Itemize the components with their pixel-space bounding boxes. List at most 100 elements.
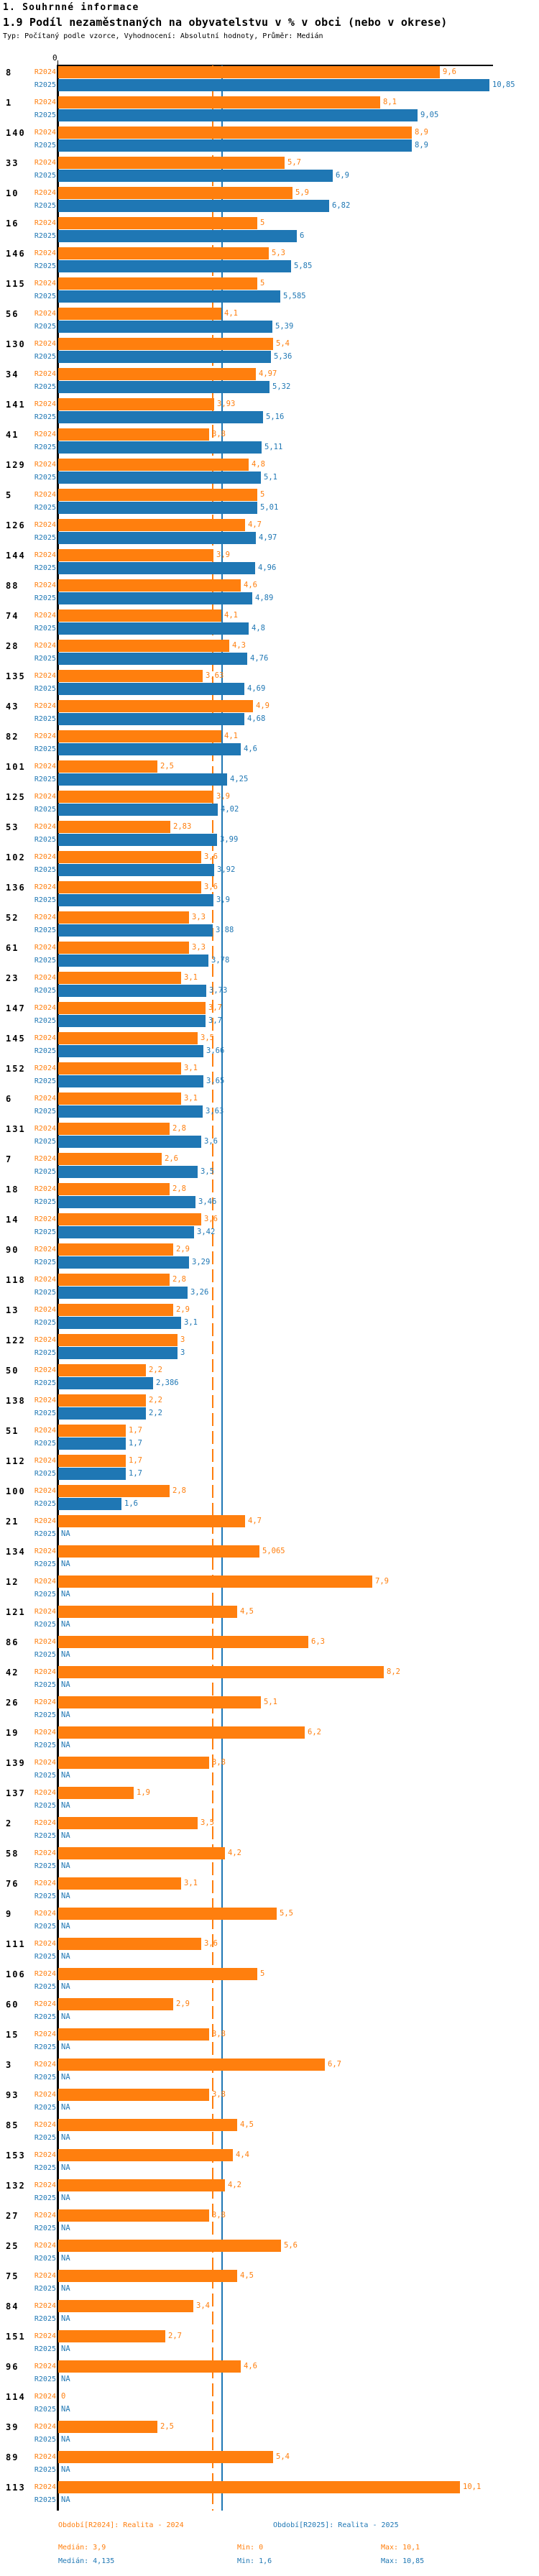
value-label-na: NA	[61, 1559, 70, 1568]
value-label: 3,7	[208, 1016, 222, 1025]
series-label-r2024: R2024	[34, 732, 56, 740]
bar-r2024	[58, 126, 412, 139]
category-label: 101	[6, 762, 26, 772]
category-label: 126	[6, 520, 26, 530]
series-label-r2024: R2024	[34, 2061, 56, 2069]
category-label: 141	[6, 400, 26, 410]
bar-r2024	[58, 1092, 181, 1105]
bar-r2025	[58, 471, 261, 484]
category-label: 106	[6, 1969, 26, 1979]
value-label: 2,2	[149, 1366, 162, 1374]
series-label-r2024: R2024	[34, 2332, 56, 2340]
bar-r2025	[58, 1437, 126, 1450]
bar-r2024	[58, 821, 170, 833]
category-label: 41	[6, 430, 19, 440]
value-label-na: NA	[61, 2314, 70, 2323]
series-label-r2024: R2024	[34, 2000, 56, 2008]
value-label: 2,2	[149, 1408, 162, 1417]
value-label: 2,5	[160, 762, 174, 770]
value-label: 3,8	[212, 430, 226, 438]
value-label: 3	[180, 1335, 185, 1344]
value-label: 4,3	[232, 641, 246, 650]
bar-r2024	[58, 1696, 261, 1708]
bar-r2024	[58, 911, 189, 924]
series-label-r2024: R2024	[34, 2393, 56, 2401]
value-label: 3,6	[204, 1939, 218, 1948]
series-label-r2025: R2025	[34, 2465, 56, 2474]
value-label: 5,1	[264, 1698, 277, 1706]
bar-r2025	[58, 1346, 178, 1359]
value-label-na: NA	[61, 2434, 70, 2444]
value-label: 3,3	[192, 943, 206, 952]
bar-r2024	[58, 1123, 170, 1135]
bar-r2024	[58, 2421, 157, 2433]
bar-r2024	[58, 1425, 126, 1437]
category-label: 26	[6, 1698, 19, 1708]
value-label: 5	[260, 1969, 265, 1978]
value-label: 4,8	[252, 460, 265, 469]
bar-r2025	[58, 833, 217, 846]
section-title: 1. Souhrnné informace	[3, 2, 139, 13]
bar-r2024	[58, 247, 269, 259]
category-label: 34	[6, 369, 19, 380]
series-label-r2024: R2024	[34, 1759, 56, 1767]
series-label-r2025: R2025	[34, 262, 56, 270]
value-label-na: NA	[61, 2133, 70, 2142]
value-label: 3,93	[217, 400, 236, 408]
series-label-r2025: R2025	[34, 2012, 56, 2021]
series-label-r2025: R2025	[34, 1016, 56, 1025]
series-label-r2024: R2024	[34, 1246, 56, 1254]
value-label: 3,29	[192, 1257, 211, 1266]
series-label-r2025: R2025	[34, 1892, 56, 1900]
series-label-r2024: R2024	[34, 853, 56, 861]
value-label: 5,585	[283, 291, 306, 300]
series-label-r2025: R2025	[34, 835, 56, 844]
value-label: 4,2	[228, 1849, 241, 1857]
bar-r2024	[58, 610, 221, 622]
series-label-r2025: R2025	[34, 292, 56, 300]
category-label: 2	[6, 1818, 13, 1828]
bar-r2024	[58, 1726, 305, 1739]
value-label: 8,2	[387, 1668, 400, 1676]
bar-r2025	[58, 1014, 206, 1027]
category-label: 56	[6, 309, 19, 319]
series-label-r2024: R2024	[34, 159, 56, 167]
series-label-r2025: R2025	[34, 654, 56, 663]
value-label: 4,96	[258, 563, 277, 572]
bar-r2025	[58, 290, 280, 303]
value-label-na: NA	[61, 1891, 70, 1900]
category-label: 122	[6, 1335, 26, 1346]
bar-r2025	[58, 1316, 181, 1329]
value-label: 1,7	[129, 1468, 142, 1478]
value-label: 3,6	[204, 1215, 218, 1223]
value-label: 4,89	[255, 593, 274, 602]
series-label-r2025: R2025	[34, 1197, 56, 1206]
value-label: 3,4	[196, 2301, 210, 2310]
series-label-r2024: R2024	[34, 280, 56, 288]
category-label: 53	[6, 822, 19, 832]
series-label-r2025: R2025	[34, 2224, 56, 2232]
bar-r2024	[58, 640, 229, 652]
bar-r2024	[58, 1576, 372, 1588]
series-label-r2025: R2025	[34, 896, 56, 904]
bar-r2024	[58, 1998, 173, 2010]
category-label: 14	[6, 1215, 19, 1225]
category-label: 153	[6, 2150, 26, 2161]
category-label: 93	[6, 2090, 19, 2100]
category-label: 88	[6, 581, 19, 591]
series-label-r2025: R2025	[34, 1439, 56, 1448]
bar-r2024	[58, 1243, 173, 1256]
series-label-r2024: R2024	[34, 2181, 56, 2189]
series-label-r2025: R2025	[34, 1831, 56, 1840]
bar-r2024	[58, 881, 201, 893]
bar-r2025	[58, 1195, 195, 1208]
series-label-r2025: R2025	[34, 443, 56, 451]
value-label: 9,6	[443, 68, 456, 76]
bar-r2024	[58, 1364, 146, 1376]
bar-r2024	[58, 760, 157, 773]
series-label-r2025: R2025	[34, 805, 56, 814]
series-label-r2024: R2024	[34, 491, 56, 499]
bar-r2024	[58, 2330, 165, 2342]
series-label-r2024: R2024	[34, 1215, 56, 1223]
